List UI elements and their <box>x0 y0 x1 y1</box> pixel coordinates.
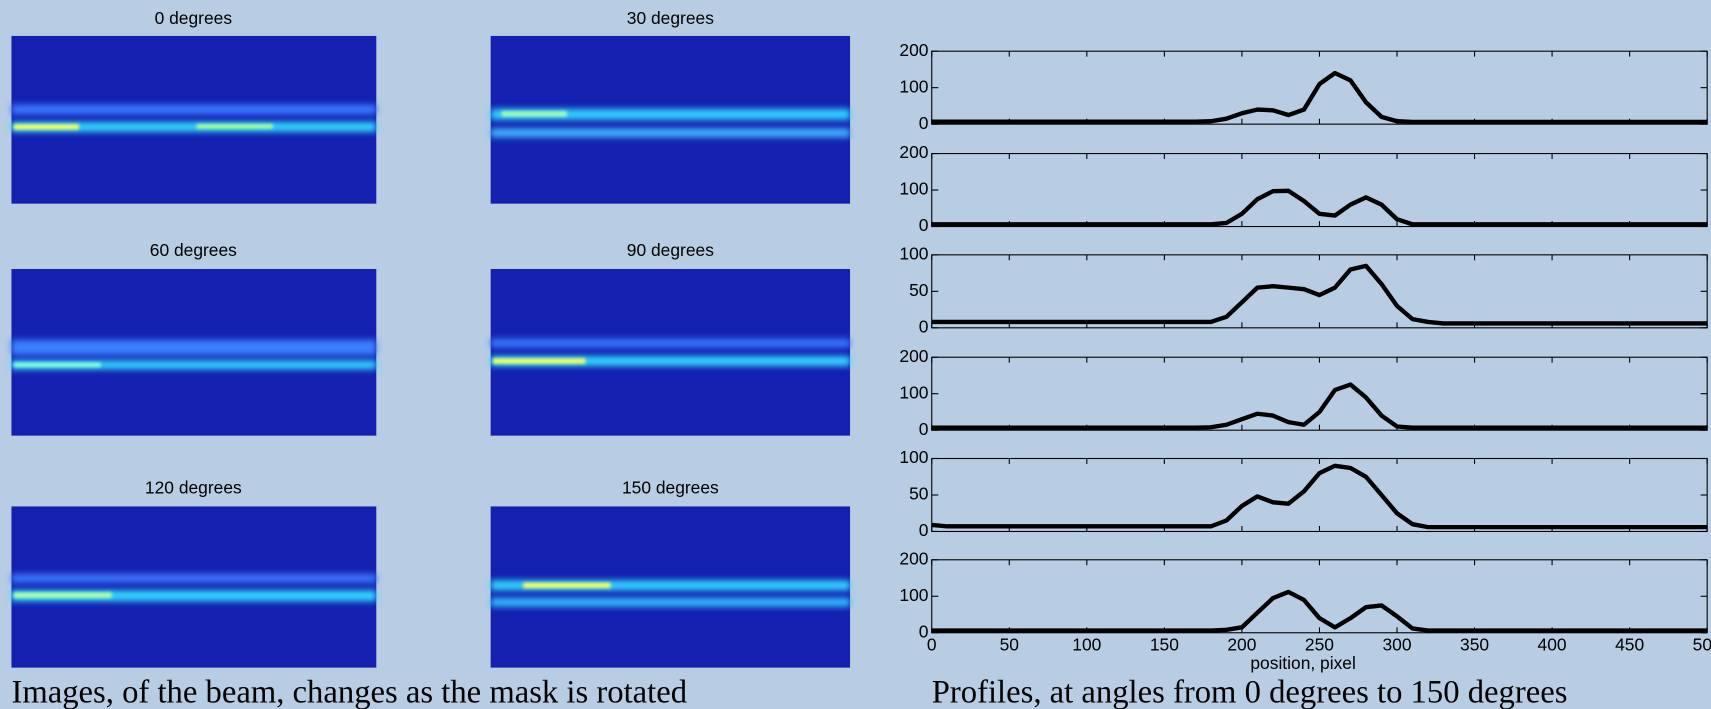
image-title: 0 degrees <box>155 8 233 28</box>
x-tick-label: 200 <box>1227 634 1256 654</box>
y-tick-label: 0 <box>919 316 929 336</box>
y-tick-label: 200 <box>899 548 928 568</box>
x-tick-label: 50 <box>1000 634 1019 654</box>
image-title: 30 degrees <box>627 8 714 28</box>
beam-image: 60 degrees <box>11 240 377 436</box>
profile-plot: 0 100 200 <box>899 40 1708 133</box>
beam-image: 90 degrees <box>490 240 851 436</box>
y-tick-label: 50 <box>909 280 928 300</box>
y-tick-label: 100 <box>899 382 928 402</box>
y-tick-label: 0 <box>919 419 929 439</box>
profile-plot: 0 50 100 <box>899 447 1708 540</box>
image-title: 60 degrees <box>150 240 237 260</box>
image-title: 120 degrees <box>145 478 242 498</box>
profile-plot: 0 100 200 <box>899 142 1708 235</box>
x-tick-label: 250 <box>1305 634 1334 654</box>
y-tick-label: 100 <box>899 585 928 605</box>
y-tick-label: 200 <box>899 346 928 366</box>
profile-line <box>931 382 1708 430</box>
beam-image: 0 degrees <box>11 8 377 204</box>
y-tick-label: 100 <box>899 243 928 263</box>
x-axis-label: position, pixel <box>1250 653 1355 673</box>
y-tick-label: 50 <box>909 484 928 504</box>
profile-plot: 0 100 200 0 50 100 150 200 250 300 350 400 450 500 pos… <box>899 548 1711 673</box>
x-tick-label: 300 <box>1382 634 1411 654</box>
x-tick-label: 150 <box>1150 634 1179 654</box>
y-tick-label: 100 <box>899 76 928 96</box>
profile-line <box>931 463 1708 530</box>
y-tick-label: 200 <box>899 40 928 60</box>
image-title: 90 degrees <box>627 240 714 260</box>
beam-image: 150 degrees <box>490 478 851 668</box>
x-tick-label: 500 <box>1693 634 1711 654</box>
image-title: 150 degrees <box>622 478 719 498</box>
caption: Images, of the beam, changes as the mask… <box>11 674 687 709</box>
x-tick-label: 0 <box>927 634 937 654</box>
y-tick-label: 0 <box>919 215 929 235</box>
x-tick-label: 100 <box>1072 634 1101 654</box>
profile-line <box>931 589 1708 633</box>
profile-plot: 0 100 200 <box>899 346 1708 439</box>
x-tick-label: 450 <box>1615 634 1644 654</box>
x-tick-label: 400 <box>1538 634 1567 654</box>
beam-image: 120 degrees <box>11 478 377 668</box>
y-tick-label: 200 <box>899 142 928 162</box>
profile-plot: 0 50 100 <box>899 243 1708 336</box>
profile-line <box>931 263 1708 326</box>
beam-image: 30 degrees <box>490 8 851 204</box>
y-tick-label: 0 <box>919 113 929 133</box>
profile-line <box>931 70 1708 125</box>
caption: Profiles, at angles from 0 degrees to 15… <box>932 674 1568 709</box>
y-tick-label: 0 <box>919 621 929 641</box>
y-tick-label: 100 <box>899 179 928 199</box>
y-tick-label: 100 <box>899 447 928 467</box>
y-tick-label: 0 <box>919 520 929 540</box>
profile-line <box>931 188 1708 227</box>
x-tick-label: 350 <box>1460 634 1489 654</box>
